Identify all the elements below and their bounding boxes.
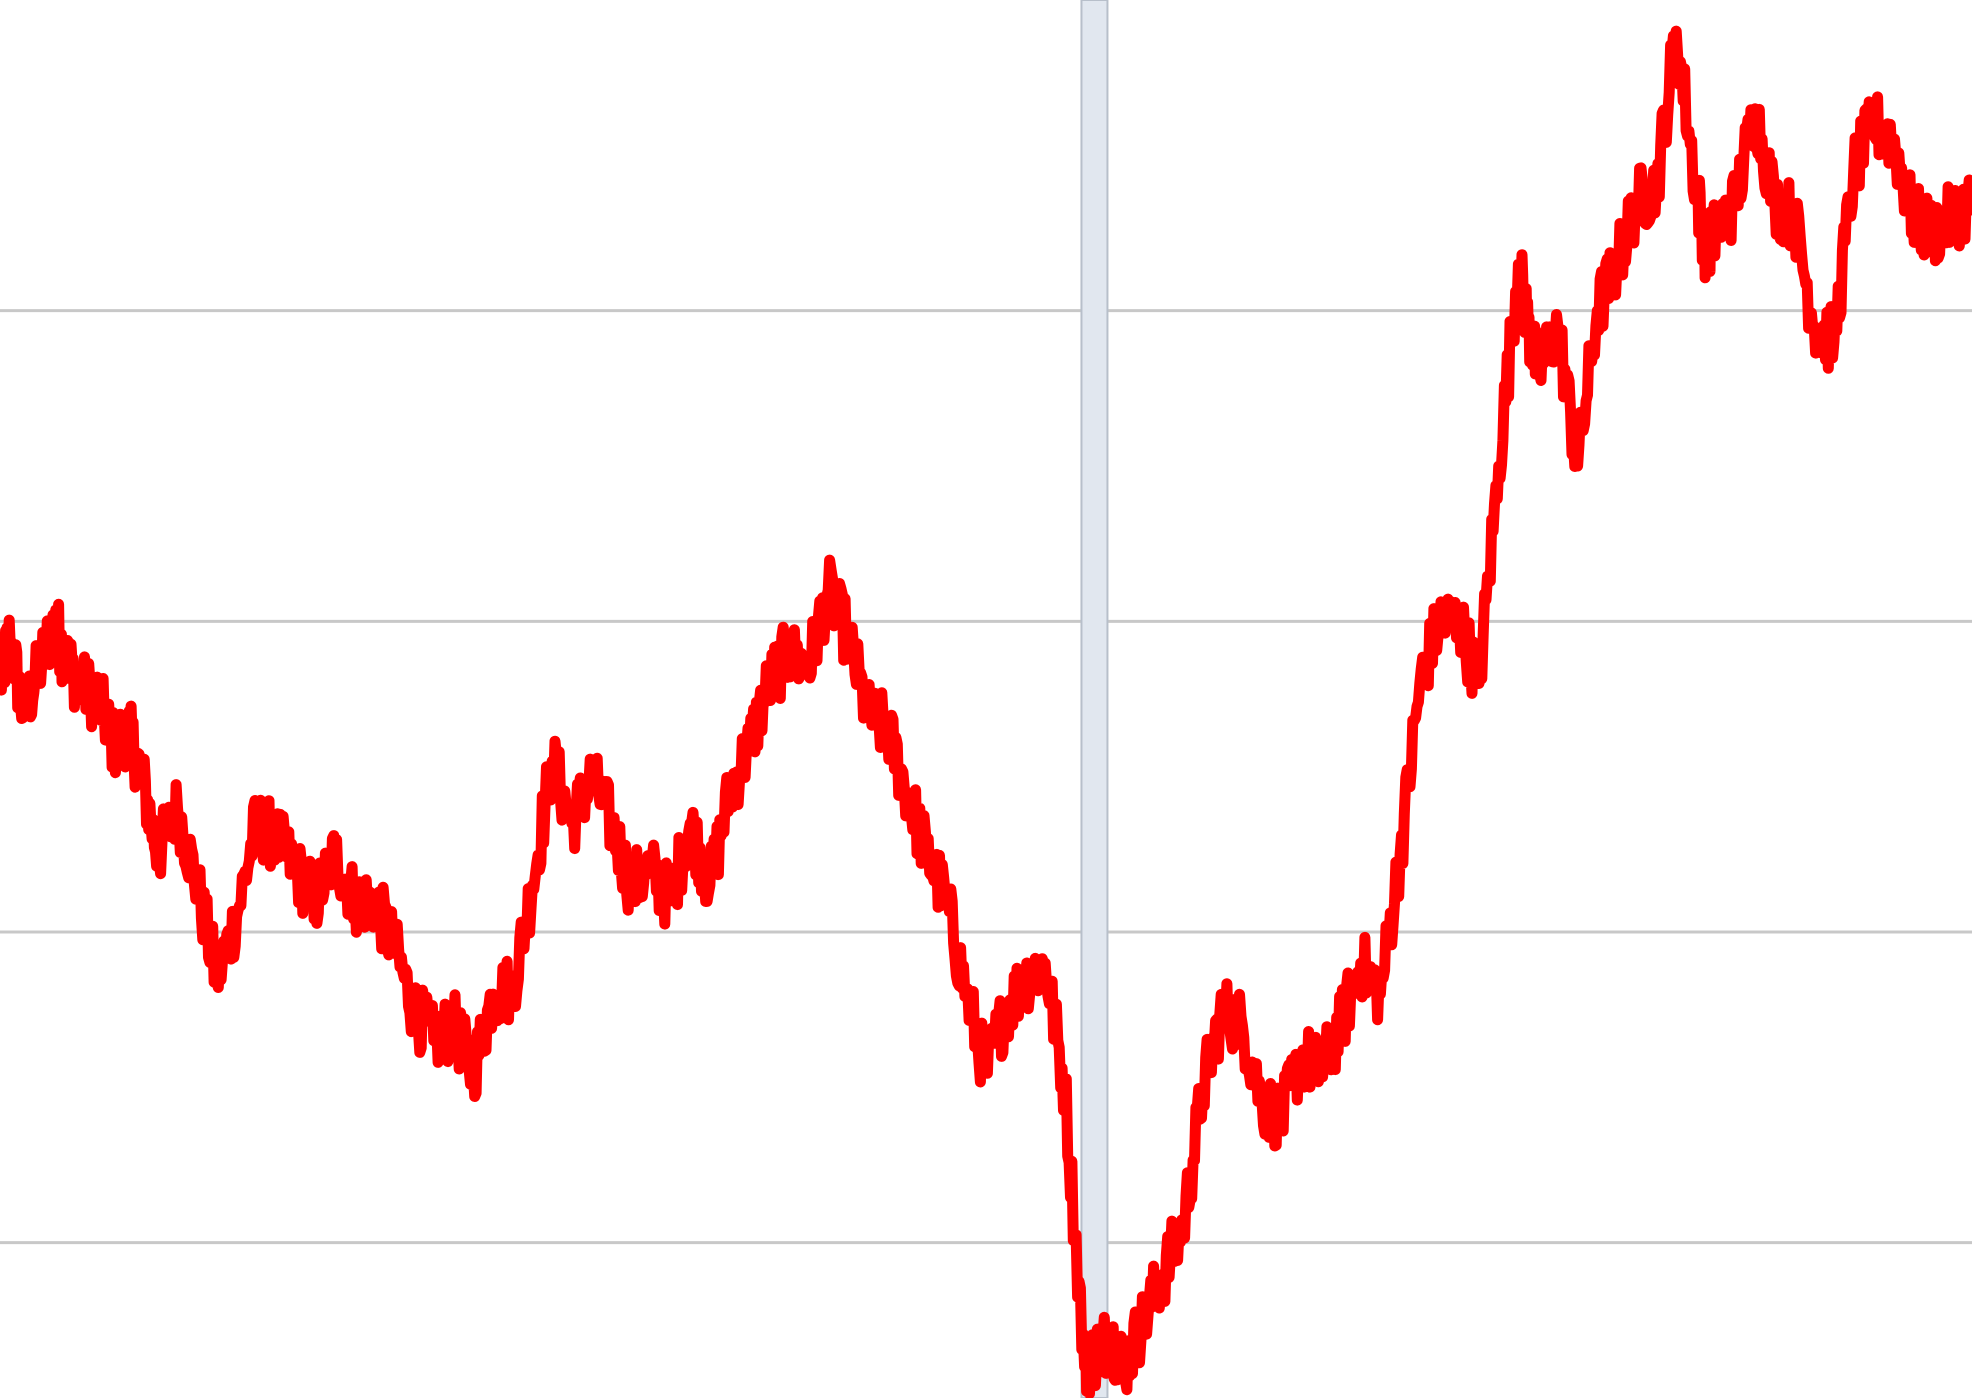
gridlines <box>0 309 1972 1245</box>
divider-band <box>1080 0 1109 1398</box>
series-lines <box>0 25 1972 1398</box>
series-line-1 <box>0 25 1972 1398</box>
period-divider <box>1080 0 1109 1398</box>
